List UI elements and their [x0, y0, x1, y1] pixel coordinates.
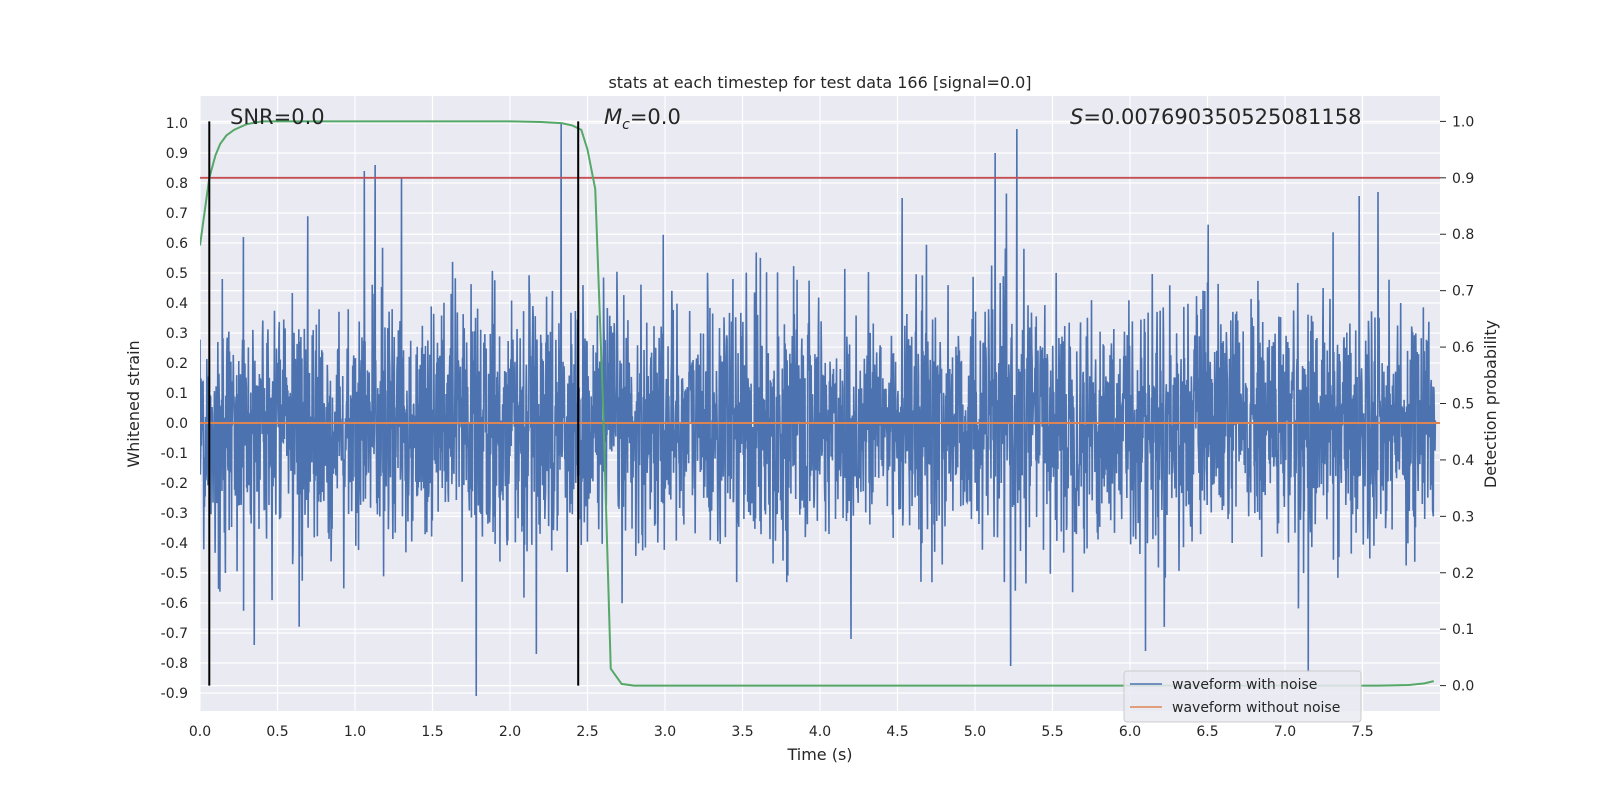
x-tick-label: 5.5	[1041, 724, 1063, 740]
y-tick-label: 0.7	[166, 206, 188, 222]
y-tick-label: 0.1	[166, 386, 188, 402]
y-tick-label: 0.0	[166, 416, 188, 432]
x-tick-label: 7.0	[1274, 724, 1296, 740]
chart-title: stats at each timestep for test data 166…	[608, 73, 1031, 92]
y2-tick-label: 0.2	[1452, 566, 1474, 582]
x-tick-label: 5.0	[964, 724, 986, 740]
chirp-mass-annotation: Mc=0.0	[604, 105, 681, 133]
y-tick-label: -0.8	[161, 656, 188, 672]
y2-tick-label: 0.3	[1452, 509, 1474, 525]
y2-tick-label: 0.1	[1452, 622, 1474, 638]
legend-label-clean: waveform without noise	[1172, 700, 1340, 716]
x-tick-label: 4.0	[809, 724, 831, 740]
y-tick-label: -0.4	[161, 536, 188, 552]
y-tick-label: 1.0	[166, 116, 188, 132]
y2-tick-label: 0.6	[1452, 340, 1474, 356]
y-tick-label: -0.7	[161, 626, 188, 642]
x-tick-label: 0.5	[266, 724, 288, 740]
series-layer	[200, 120, 1440, 687]
x-tick-label: 1.5	[421, 724, 443, 740]
legend-box	[1123, 670, 1362, 723]
x-tick-label: 1.0	[344, 724, 366, 740]
y-tick-label: -0.9	[161, 686, 188, 702]
y-tick-label: 0.9	[166, 146, 188, 162]
s-value: =0.007690350525081158	[1083, 105, 1361, 129]
chirp-mass-subscript: c	[622, 117, 630, 133]
y-tick-label: -0.5	[161, 566, 188, 582]
y2-axis-label: Detection probability	[1481, 320, 1500, 488]
y2-tick-label: 0.7	[1452, 284, 1474, 300]
ticks: 0.0 0.5 1.0 1.5 2.0 2.5 3.0 3.5 4.0 4.5 5.0 5.5 6.0 6…	[161, 114, 1475, 740]
legend-label-noise: waveform with noise	[1172, 677, 1317, 693]
x-tick-label: 6.0	[1119, 724, 1141, 740]
y-tick-label: 0.8	[166, 176, 188, 192]
y2-tick-label: 0.4	[1452, 453, 1474, 469]
noise-waveform-layer	[200, 122, 1437, 697]
x-tick-label: 3.0	[654, 724, 676, 740]
x-tick-label: 2.0	[499, 724, 521, 740]
x-tick-label: 0.0	[189, 724, 211, 740]
x-tick-label: 2.5	[576, 724, 598, 740]
y2-tick-label: 1.0	[1452, 114, 1474, 130]
y-tick-label: -0.1	[161, 446, 188, 462]
y-tick-label: 0.5	[166, 266, 188, 282]
y-tick-label: -0.6	[161, 596, 188, 612]
waveform-with-noise-line	[200, 122, 1437, 697]
y-tick-label: 0.3	[166, 326, 188, 342]
x-tick-label: 4.5	[886, 724, 908, 740]
snr-annotation: SNR=0.0	[230, 105, 325, 129]
s-annotation: S=0.007690350525081158	[1070, 105, 1361, 129]
y2-tick-label: 0.9	[1452, 171, 1474, 187]
y2-tick-label: 0.0	[1452, 679, 1474, 695]
y-tick-label: 0.6	[166, 236, 188, 252]
x-tick-label: 7.5	[1351, 724, 1373, 740]
s-symbol: S	[1070, 105, 1083, 129]
legend: waveform with noise waveform without noi…	[1123, 670, 1362, 723]
y-tick-label: 0.2	[166, 356, 188, 372]
y-tick-label: 0.4	[166, 296, 188, 312]
x-tick-label: 6.5	[1196, 724, 1218, 740]
y2-tick-label: 0.8	[1452, 227, 1474, 243]
y-tick-label: -0.3	[161, 506, 188, 522]
x-tick-label: 3.5	[731, 724, 753, 740]
y-tick-label: -0.2	[161, 476, 188, 492]
x-axis-label: Time (s)	[786, 745, 852, 764]
chirp-mass-symbol: M	[604, 105, 622, 129]
detection-probability-line	[200, 120, 1435, 687]
y2-tick-label: 0.5	[1452, 397, 1474, 413]
y-axis-label: Whitened strain	[124, 340, 143, 467]
chirp-mass-value: =0.0	[630, 105, 681, 129]
